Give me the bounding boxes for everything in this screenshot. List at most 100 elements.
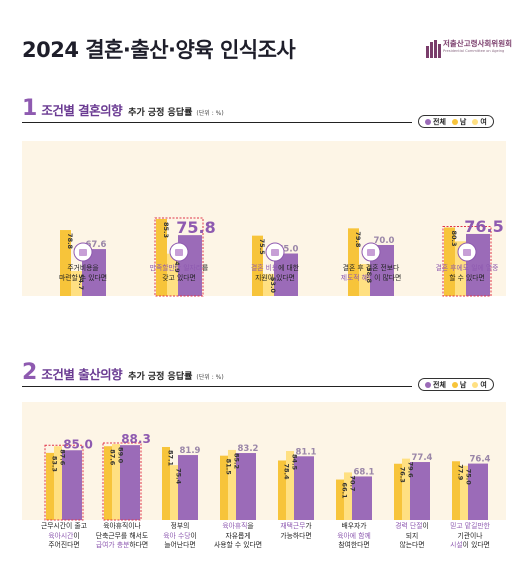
data-label-male: 76.3 <box>398 467 406 483</box>
bar-male <box>348 228 359 296</box>
highlight-frame <box>44 444 84 521</box>
caption-text: 할 수 있다면 <box>449 273 485 282</box>
caption-text: 이 <box>73 531 80 540</box>
bar-female <box>402 458 410 520</box>
caption-highlight: 육아시간 <box>48 531 74 540</box>
bar-female <box>54 446 62 520</box>
bar-all <box>178 455 198 520</box>
caption-text: 이 많다면 <box>374 273 402 282</box>
caption-highlight: 경력 단절 <box>395 522 423 530</box>
caption-line: 제도적 혜택이 많다면 <box>341 274 402 284</box>
caption-text: 않는다면 <box>399 541 425 550</box>
section-main-title: 조건별 결혼의향 <box>41 103 123 118</box>
data-label-male: 85.3 <box>162 222 170 238</box>
icon-glyph <box>79 249 87 256</box>
icon-glyph <box>463 249 471 256</box>
bar-male <box>394 463 402 520</box>
logo-mark-icon <box>426 40 441 58</box>
caption-line: 늘어난다면 <box>163 541 196 551</box>
category-caption: 재택근무가 가능하다면 <box>280 522 311 541</box>
caption-text: 근무시간이 줄고 <box>41 522 87 530</box>
bar-all <box>352 476 372 520</box>
bar-male <box>104 446 112 520</box>
caption-line: 결혼 후에도 일에 열중 <box>436 264 499 274</box>
caption-line: 정부의 <box>163 522 196 532</box>
legend-swatch-all <box>425 118 431 125</box>
section-unit: (단위 : %) <box>196 110 224 117</box>
section-number: 2 <box>22 360 38 385</box>
legend-swatch-male <box>451 381 458 388</box>
section-unit: (단위 : %) <box>196 374 224 381</box>
data-label-male: 80.3 <box>450 230 458 246</box>
caption-line: 단축근무를 해서도 <box>96 532 148 542</box>
legend: 전체 남 여 <box>418 115 494 128</box>
bar-all <box>120 445 140 520</box>
category-caption: 결혼 후 결혼 전보다 제도적 혜택이 많다면 <box>341 264 402 283</box>
bar-male <box>278 460 286 520</box>
data-label-female: 79.6 <box>406 462 414 479</box>
caption-line: 육아에 함께 <box>337 532 370 542</box>
caption-text: 이 <box>422 522 429 530</box>
bar-all <box>410 462 430 520</box>
caption-line: 믿고 맡길만한 <box>450 522 490 532</box>
bar-female <box>112 444 120 520</box>
caption-text: 지원이 있다면 <box>255 273 295 282</box>
caption-line: 육아시간이 <box>41 532 87 542</box>
caption-highlight: 믿고 맡길만한 <box>450 522 490 530</box>
data-label-female: 70.7 <box>348 475 356 491</box>
data-label-female: 58.8 <box>365 267 373 284</box>
caption-highlight: 재택근무 <box>280 522 306 530</box>
section-number: 1 <box>22 96 38 121</box>
caption-line: 기관이나 <box>450 532 490 542</box>
data-label-female: 54.7 <box>77 274 85 290</box>
caption-line: 할 수 있다면 <box>436 274 499 284</box>
caption-line: 마련할 수 있다면 <box>59 274 107 284</box>
bar-female <box>286 451 294 520</box>
category-caption: 결혼 후에도 일에 열중 할 수 있다면 <box>436 264 499 283</box>
category-caption: 배우자가 육아에 함께 참여한다면 <box>337 522 370 551</box>
data-label-all: 76.4 <box>470 455 491 465</box>
legend-male: 남 <box>451 380 466 390</box>
data-label-female: 53.0 <box>269 277 277 294</box>
caption-text: 이 <box>190 531 197 540</box>
data-label-male: 87.1 <box>166 450 174 467</box>
caption-text: 에 대한 <box>278 264 300 272</box>
data-label-all: 67.6 <box>86 240 107 250</box>
section-main-title: 조건별 출산의향 <box>41 367 123 382</box>
caption-text: 가 <box>305 522 312 530</box>
data-label-male: 83.3 <box>50 456 58 472</box>
bar-male <box>452 461 460 520</box>
caption-highlight: 시설 <box>450 541 463 550</box>
caption-line: 경력 단절이 <box>395 522 428 532</box>
data-label-female: 75.4 <box>174 468 182 485</box>
caption-line: 주어진다면 <box>41 541 87 551</box>
section-subtitle: 추가 긍정 응답률 <box>128 372 193 382</box>
bar-all <box>468 463 488 520</box>
caption-text: 를 <box>201 264 209 272</box>
data-label-all: 70.0 <box>374 236 395 246</box>
caption-text: 참여한다면 <box>338 541 370 550</box>
bar-female <box>460 465 468 520</box>
caption-line: 주거비용을 <box>59 264 107 274</box>
data-label-female: 85.2 <box>232 453 240 469</box>
caption-line: 않는다면 <box>395 541 428 551</box>
data-label-female: 87.6 <box>58 449 66 466</box>
bar-male <box>336 479 344 520</box>
legend-all: 전체 <box>425 117 446 127</box>
data-label-male: 66.1 <box>340 483 348 500</box>
legend-female: 여 <box>472 117 487 127</box>
logo-org-name: 저출산고령사회위원회 <box>443 39 512 48</box>
category-caption: 만족할만한 일자리를 갖고 있다면 <box>150 264 208 283</box>
category-caption: 정부의 육아 수당이 늘어난다면 <box>163 522 196 551</box>
caption-line: 배우자가 <box>337 522 370 532</box>
caption-highlight: 만족할만한 일자리 <box>149 264 202 272</box>
bar-all <box>62 450 82 520</box>
legend-swatch-male <box>451 118 458 125</box>
caption-line: 재택근무가 <box>280 522 311 532</box>
caption-text: 주거비용을 <box>67 264 99 272</box>
category-caption: 육아휴직이나 단축근무를 해서도 급여가 충분하다면 <box>96 522 148 551</box>
bar-female <box>344 472 352 520</box>
caption-text: 마련할 수 있다면 <box>58 273 108 282</box>
section-divider <box>22 122 412 123</box>
icon-glyph <box>367 249 375 256</box>
